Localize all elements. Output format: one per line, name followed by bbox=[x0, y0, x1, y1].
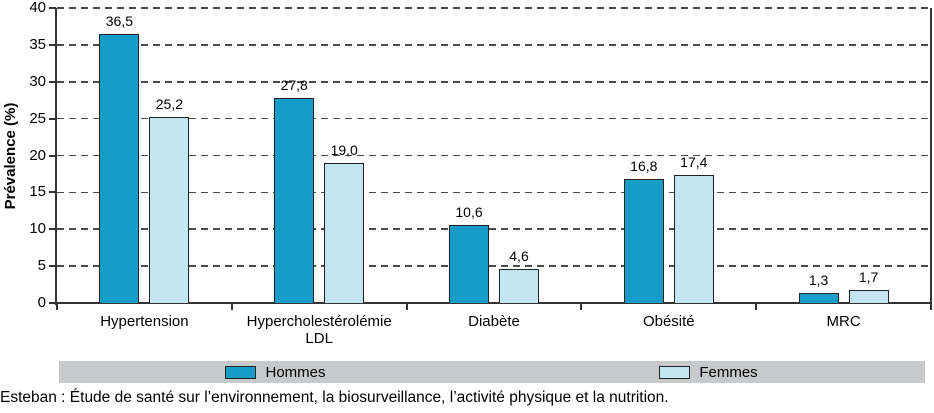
bar-value-label: 19,0 bbox=[330, 141, 358, 158]
gridline bbox=[57, 80, 930, 83]
plot-right-border bbox=[930, 8, 932, 303]
y-axis-tick bbox=[49, 265, 56, 268]
legend-item-femmes: Femmes bbox=[492, 364, 925, 381]
y-axis-tick-label: 10 bbox=[29, 220, 46, 238]
y-axis-tick-label: 25 bbox=[29, 109, 46, 127]
bar-value-label: 16,8 bbox=[630, 158, 658, 175]
bar-value-label: 36,5 bbox=[105, 12, 134, 29]
y-axis-tick-label: 5 bbox=[37, 257, 46, 275]
source-note: Esteban : Étude de santé sur l’environne… bbox=[0, 389, 669, 406]
legend: Hommes Femmes bbox=[59, 361, 925, 383]
bar-value-label: 1,7 bbox=[858, 269, 879, 286]
bar-femmes bbox=[499, 269, 539, 303]
y-axis-tick bbox=[49, 7, 56, 9]
gridline bbox=[57, 265, 930, 267]
y-axis-tick bbox=[49, 302, 56, 304]
gridline bbox=[57, 154, 930, 157]
bar-femmes bbox=[324, 162, 365, 303]
gridline bbox=[57, 7, 930, 9]
x-axis-category-label: MRC bbox=[826, 313, 861, 330]
legend-label-hommes: Hommes bbox=[265, 363, 326, 381]
bar-value-label: 17,4 bbox=[680, 153, 708, 170]
bar-femmes bbox=[848, 290, 889, 303]
y-axis-tick-label: 15 bbox=[29, 183, 46, 201]
x-axis-tick bbox=[230, 303, 233, 310]
y-axis-tick bbox=[49, 154, 56, 157]
x-axis-line bbox=[55, 302, 932, 304]
x-axis-tick bbox=[56, 303, 58, 310]
y-axis-tick bbox=[49, 191, 56, 194]
gridline bbox=[57, 44, 930, 46]
hommes-swatch bbox=[225, 365, 257, 379]
x-axis-category-label: Diabète bbox=[468, 313, 520, 330]
y-axis-tick-label: 30 bbox=[29, 72, 46, 90]
y-axis-tick bbox=[49, 80, 56, 83]
y-axis-tick bbox=[49, 117, 56, 120]
bar-value-label: 25,2 bbox=[155, 96, 184, 113]
bar-value-label: 10,6 bbox=[455, 203, 483, 220]
bar-femmes bbox=[149, 117, 190, 303]
y-axis-line bbox=[55, 8, 57, 305]
gridline bbox=[57, 117, 930, 120]
bar-value-label: 1,3 bbox=[808, 272, 829, 289]
legend-item-hommes: Hommes bbox=[59, 364, 492, 381]
gridline bbox=[57, 191, 930, 194]
y-axis-tick bbox=[49, 228, 56, 231]
bar-hommes bbox=[274, 97, 315, 303]
femmes-swatch bbox=[659, 365, 691, 379]
x-axis-category-label: Obésité bbox=[642, 313, 695, 330]
bar-value-label: 27,8 bbox=[280, 76, 308, 93]
y-axis-tick-label: 35 bbox=[29, 35, 46, 53]
gridline bbox=[57, 228, 930, 231]
x-axis-category-label: Hypercholestérolémie LDL bbox=[246, 313, 392, 347]
x-axis-category-label: Hypertension bbox=[100, 313, 189, 330]
y-axis-tick-label: 20 bbox=[29, 146, 46, 164]
legend-label-femmes: Femmes bbox=[699, 363, 758, 381]
x-axis-tick bbox=[755, 303, 758, 310]
bar-hommes bbox=[623, 179, 664, 303]
x-axis-tick bbox=[405, 303, 408, 310]
y-axis-tick-label: 40 bbox=[29, 0, 46, 16]
bar-hommes bbox=[99, 33, 140, 303]
x-axis-tick bbox=[930, 303, 932, 310]
y-axis-tick bbox=[49, 43, 56, 46]
y-axis-tick-label: 0 bbox=[37, 294, 46, 311]
x-axis-tick bbox=[580, 303, 583, 310]
bar-femmes bbox=[673, 174, 714, 303]
bar-hommes bbox=[449, 224, 489, 303]
plot-area bbox=[57, 7, 930, 303]
bar-hommes bbox=[798, 293, 839, 303]
bar-value-label: 4,6 bbox=[509, 248, 529, 265]
